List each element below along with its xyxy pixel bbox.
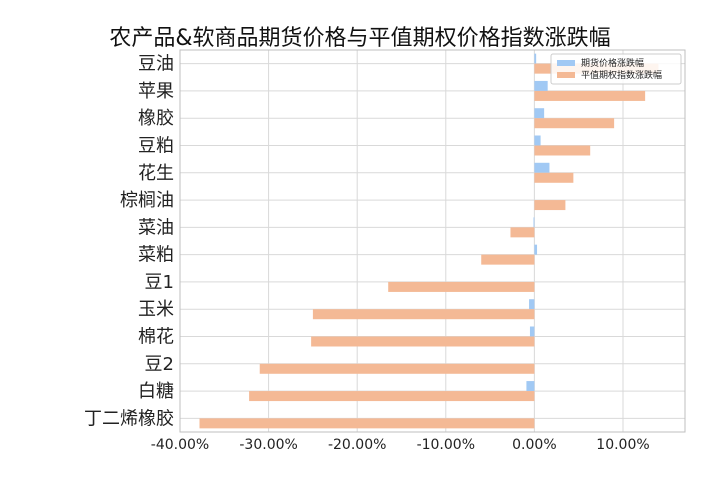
bar-option-7 xyxy=(481,254,535,265)
category-label: 花生 xyxy=(138,163,174,184)
chart-title: 农产品&软商品期货价格与平值期权价格指数涨跌幅 xyxy=(109,26,611,51)
bar-option-1 xyxy=(534,90,646,101)
legend-swatch xyxy=(557,72,575,78)
category-label: 棕榈油 xyxy=(120,190,174,211)
x-tick-label: -10.00% xyxy=(417,437,475,453)
bar-option-13 xyxy=(199,418,535,429)
bar-futures-1 xyxy=(534,80,548,91)
bar-futures-10 xyxy=(529,326,535,337)
x-tick-label: 10.00% xyxy=(596,437,649,453)
legend-label: 期货价格涨跌幅 xyxy=(581,57,644,69)
bar-option-11 xyxy=(259,363,535,374)
bar-option-12 xyxy=(249,391,535,402)
legend-box xyxy=(550,53,682,85)
x-tick-label: -30.00% xyxy=(239,437,297,453)
bar-futures-7 xyxy=(534,244,538,255)
category-label: 豆粕 xyxy=(138,136,174,157)
bar-option-6 xyxy=(510,227,535,238)
bar-futures-9 xyxy=(529,299,535,310)
x-tick-labels: -40.00% -30.00% -20.00% -10.00% 0.00% 10.00% xyxy=(151,437,650,453)
x-tick-label: 0.00% xyxy=(512,437,556,453)
category-label: 豆1 xyxy=(145,272,174,293)
bar-option-2 xyxy=(534,118,615,129)
bar-option-9 xyxy=(312,309,535,320)
bar-futures-0 xyxy=(534,53,537,64)
bar-option-10 xyxy=(311,336,535,347)
bar-option-4 xyxy=(534,172,574,183)
bar-option-5 xyxy=(534,200,566,211)
bar-futures-6 xyxy=(533,217,535,228)
category-label: 白糖 xyxy=(138,381,174,402)
category-label: 玉米 xyxy=(138,299,174,320)
bar-futures-4 xyxy=(534,162,550,173)
category-label: 棉花 xyxy=(138,327,174,348)
category-label: 豆油 xyxy=(138,54,174,75)
category-label: 菜粕 xyxy=(138,245,174,266)
grid-lines xyxy=(179,50,685,432)
bar-option-3 xyxy=(534,145,591,156)
bar-futures-3 xyxy=(534,135,541,146)
plot-frame xyxy=(179,49,686,433)
legend-label: 平值期权指数涨跌幅 xyxy=(581,69,662,81)
plot-border xyxy=(179,49,686,433)
category-label: 菜油 xyxy=(138,217,174,238)
category-label: 橡胶 xyxy=(138,108,174,129)
bar-futures-12 xyxy=(526,381,535,392)
category-label: 苹果 xyxy=(138,81,174,102)
bar-option-8 xyxy=(388,281,535,292)
category-label: 豆2 xyxy=(145,354,174,375)
category-label: 丁二烯橡胶 xyxy=(84,408,174,429)
bar-futures-2 xyxy=(534,108,545,119)
bars xyxy=(199,53,659,429)
x-tick-label: -20.00% xyxy=(328,437,386,453)
x-tick-label: -40.00% xyxy=(151,437,209,453)
legend-swatch xyxy=(557,60,575,66)
